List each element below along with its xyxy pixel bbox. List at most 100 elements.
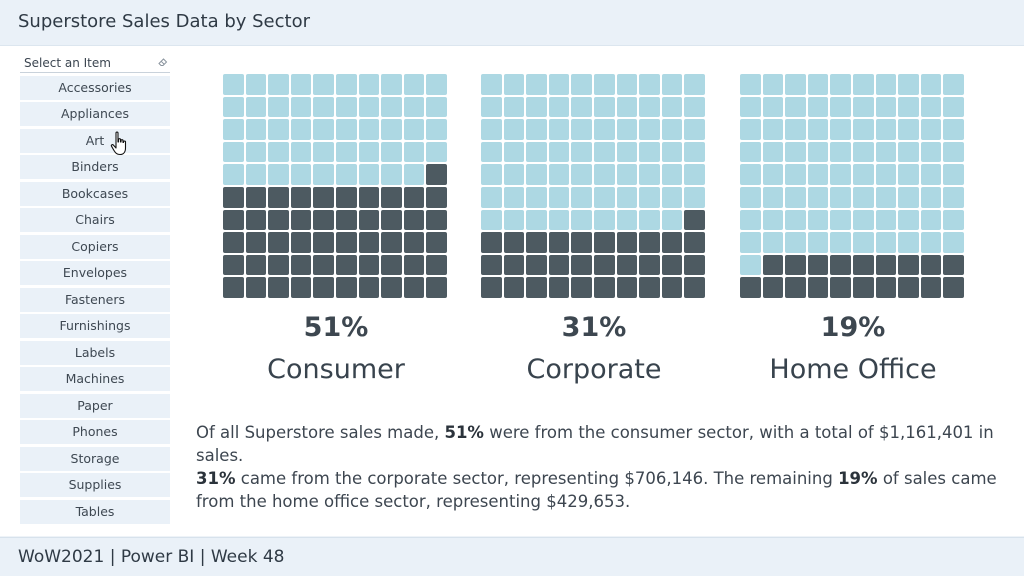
waffle-cell-filled (639, 277, 660, 298)
waffle-cell-filled (335, 209, 357, 231)
waffle-cell-filled (358, 254, 380, 276)
waffle-cell-filled (807, 277, 829, 298)
eraser-icon[interactable] (158, 57, 168, 67)
waffle-cell-filled (762, 254, 784, 276)
waffle-cell-empty (503, 164, 525, 185)
waffle-cell-empty (616, 74, 638, 95)
slicer-item[interactable]: Accessories (20, 75, 170, 100)
waffle-cell-filled (593, 232, 615, 253)
waffle-cell-empty (290, 74, 312, 95)
waffle-cell-empty (830, 232, 851, 253)
slicer-item[interactable]: Appliances (20, 102, 170, 126)
waffle-cell-empty (661, 164, 683, 185)
waffle-cell-filled (548, 232, 570, 253)
waffle-cell-empty (830, 186, 851, 208)
waffle-cell-empty (358, 96, 380, 118)
waffle-cell-empty (426, 141, 447, 163)
waffle-cell-empty (852, 164, 874, 185)
waffle-cell-empty (762, 96, 784, 118)
waffle-cell-empty (830, 74, 851, 95)
waffle-cell-empty (503, 209, 525, 231)
waffle-cell-empty (740, 74, 761, 95)
waffle-cell-filled (920, 254, 942, 276)
waffle-cell-filled (245, 254, 267, 276)
waffle-cell-filled (526, 277, 547, 298)
slicer-item[interactable]: Chairs (20, 208, 170, 232)
waffle-cell-empty (481, 74, 502, 95)
waffle-cell-empty (920, 74, 942, 95)
waffle-cell-empty (548, 186, 570, 208)
slicer-item[interactable]: Copiers (20, 234, 170, 259)
waffle-cell-empty (852, 74, 874, 95)
slicer-item[interactable]: Supplies (20, 473, 170, 497)
waffle-cell-empty (593, 164, 615, 185)
waffle-cell-empty (830, 119, 851, 140)
waffle-cell-empty (381, 164, 402, 185)
waffle-cell-filled (807, 254, 829, 276)
waffle-cell-filled (593, 254, 615, 276)
waffle-cell-empty (920, 232, 942, 253)
waffle-cell-filled (426, 164, 447, 185)
slicer-item[interactable]: Bookcases (20, 181, 170, 206)
waffle-cell-empty (762, 74, 784, 95)
waffle-chart-corporate (481, 74, 707, 300)
waffle-cell-filled (785, 277, 806, 298)
waffle-cell-filled (223, 277, 244, 298)
slicer-item[interactable]: Art (20, 128, 170, 153)
slicer-item[interactable]: Storage (20, 446, 170, 471)
waffle-cell-empty (943, 119, 964, 140)
waffle-cell-empty (571, 186, 592, 208)
waffle-cell-filled (503, 232, 525, 253)
waffle-cell-empty (481, 186, 502, 208)
waffle-cell-empty (403, 96, 425, 118)
waffle-cell-filled (548, 254, 570, 276)
waffle-cell-empty (807, 96, 829, 118)
waffle-cell-filled (762, 277, 784, 298)
slicer-item[interactable]: Envelopes (20, 261, 170, 285)
waffle-cell-empty (762, 141, 784, 163)
slicer-item[interactable]: Fasteners (20, 287, 170, 312)
waffle-cell-empty (503, 119, 525, 140)
waffle-cell-filled (503, 277, 525, 298)
waffle-cell-empty (290, 96, 312, 118)
waffle-cell-filled (639, 232, 660, 253)
waffle-cell-empty (616, 164, 638, 185)
waffle-cell-filled (403, 232, 425, 253)
waffle-cell-filled (426, 254, 447, 276)
waffle-cell-empty (548, 209, 570, 231)
waffle-cell-empty (875, 164, 897, 185)
waffle-cell-empty (548, 96, 570, 118)
waffle-cell-empty (684, 141, 705, 163)
slicer-item[interactable]: Paper (20, 393, 170, 418)
waffle-cell-empty (943, 96, 964, 118)
waffle-cell-empty (593, 96, 615, 118)
waffle-cell-filled (313, 209, 334, 231)
waffle-cell-filled (875, 277, 897, 298)
waffle-cell-filled (830, 277, 851, 298)
waffle-cell-empty (426, 74, 447, 95)
waffle-cell-filled (898, 254, 919, 276)
home-office-percent-label: 19% (820, 312, 886, 343)
waffle-cell-empty (639, 119, 660, 140)
waffle-cell-empty (526, 141, 547, 163)
slicer-item[interactable]: Binders (20, 155, 170, 179)
waffle-cell-empty (830, 209, 851, 231)
slicer-item[interactable]: Labels (20, 340, 170, 365)
slicer-item[interactable]: Phones (20, 420, 170, 444)
waffle-cell-filled (571, 232, 592, 253)
slicer-item[interactable]: Machines (20, 367, 170, 391)
waffle-cell-empty (571, 164, 592, 185)
waffle-cell-empty (268, 164, 289, 185)
slicer-item[interactable]: Tables (20, 499, 170, 524)
slicer-item[interactable]: Furnishings (20, 314, 170, 338)
waffle-cell-filled (403, 186, 425, 208)
waffle-cell-empty (852, 141, 874, 163)
waffle-cell-empty (740, 119, 761, 140)
waffle-cell-empty (920, 119, 942, 140)
waffle-cell-empty (358, 141, 380, 163)
waffle-cell-filled (268, 277, 289, 298)
waffle-cell-filled (481, 254, 502, 276)
waffle-cell-empty (503, 96, 525, 118)
waffle-cell-filled (898, 277, 919, 298)
